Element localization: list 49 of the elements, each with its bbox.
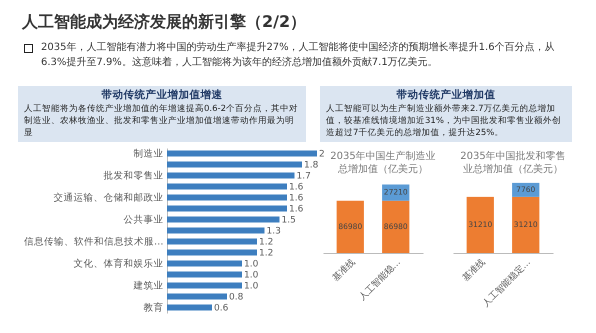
data-label: 2	[319, 150, 325, 160]
y-tick-label: 批发和零售业	[104, 170, 164, 182]
bar	[167, 172, 294, 179]
bar	[167, 282, 242, 289]
bar	[167, 293, 227, 300]
y-tick-label: 信息传输、软件和信息技术服…	[24, 236, 164, 248]
data-label: 0.6	[214, 304, 229, 314]
data-label: 1.5	[282, 216, 296, 226]
y-tick-label: 制造业	[134, 148, 164, 160]
data-label: 1.0	[244, 282, 259, 292]
bar	[167, 304, 212, 311]
data-label: 1.6	[289, 194, 304, 204]
data-label: 1.0	[244, 270, 259, 280]
data-label: 1.7	[296, 172, 311, 182]
bar	[167, 161, 302, 168]
y-tick-label: 交通运输、仓储和邮政业	[54, 192, 164, 204]
text: 人工智能可以为生产制造业额外带来2.7万亿美元的总增加值，较基准线情境增加近31%，为中国批发和零售业额外创造超过7千亿美元的总增加值，提升达25%。	[326, 103, 562, 139]
data-label: 1.3	[266, 226, 281, 236]
bar	[167, 260, 242, 267]
y-tick-label: 建筑业	[132, 280, 164, 292]
data-label: 0.8	[229, 292, 244, 302]
text: 人工智能成为经济发展的新引擎（2/2）	[22, 12, 306, 33]
x-tick-label: 基准线	[330, 256, 358, 284]
data-label: 1.6	[289, 204, 304, 214]
text: 2035年，人工智能有潜力将中国的劳动生产率提升27%，人工智能将使中国经济的预期增长率提升1.6个百分点，从6.3%提升至7.9%。这意味着，人工智能将为该年的经济总增加值额外贡献7.1万亿美元。	[41, 40, 556, 70]
data-label: 1.8	[304, 160, 319, 170]
bar	[167, 183, 287, 190]
chart-subtitle: 人工智能将为各传统产业增加值的年增速提高0.6-2个百分点，其中对制造业、农林牧渔业、批发和零售业产业增加值增速带动作用最为明显	[24, 103, 299, 139]
y-tick-label: 文化、体育和娱乐业	[74, 258, 164, 270]
chart-title: 2035年中国批发和零售业总增加值（亿美元）	[459, 150, 567, 176]
bar	[167, 150, 317, 157]
data-label: 1.6	[289, 182, 304, 192]
bar	[167, 194, 287, 201]
bar	[167, 205, 287, 212]
y-tick-label: 教育	[144, 302, 164, 314]
data-label: 1.0	[244, 260, 259, 270]
bar	[167, 227, 264, 234]
chart-title: 带动传统产业增加值增速	[100, 89, 224, 101]
x-tick-label: 基准线	[460, 256, 488, 284]
bar	[167, 238, 257, 245]
bar	[167, 216, 280, 223]
y-tick-label: 公共事业	[124, 214, 164, 226]
bar	[167, 271, 242, 278]
bar	[167, 249, 257, 256]
x-tick-label: 人工智能稳…	[356, 256, 403, 303]
chart-title: 2035年中国生产制造业总增加值（亿美元）	[330, 151, 436, 175]
data-label: 1.2	[259, 238, 274, 248]
data-label: 1.2	[259, 248, 274, 258]
text: 带动传统产业增加值	[396, 89, 496, 101]
